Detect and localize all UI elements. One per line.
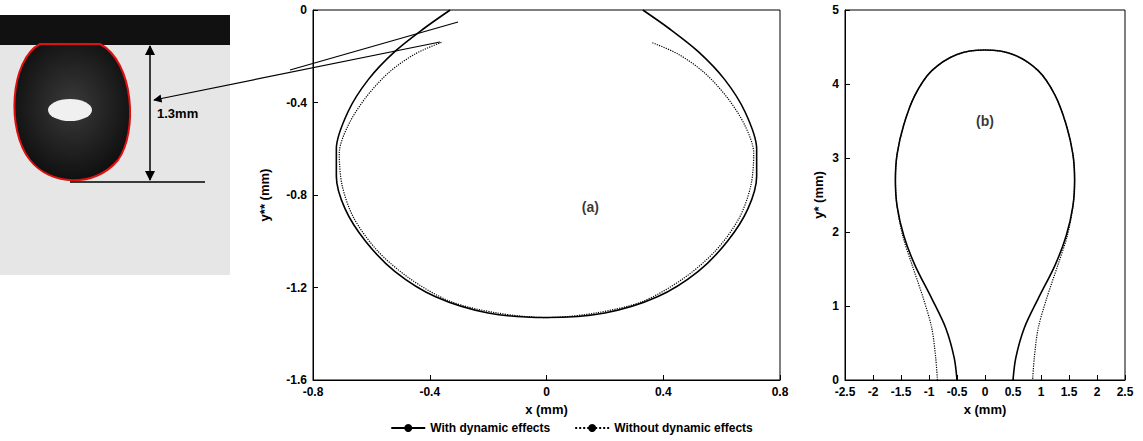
svg-text:-0.5: -0.5 bbox=[947, 385, 968, 399]
svg-text:0: 0 bbox=[543, 385, 550, 399]
svg-text:-1.5: -1.5 bbox=[891, 385, 912, 399]
svg-text:0: 0 bbox=[982, 385, 989, 399]
svg-text:0.5: 0.5 bbox=[1005, 385, 1022, 399]
svg-text:1.5: 1.5 bbox=[1061, 385, 1078, 399]
svg-text:-1.2: -1.2 bbox=[286, 281, 307, 295]
svg-text:0: 0 bbox=[832, 373, 839, 387]
svg-text:(b): (b) bbox=[976, 113, 994, 129]
svg-text:0.4: 0.4 bbox=[655, 385, 672, 399]
svg-text:-0.4: -0.4 bbox=[419, 385, 440, 399]
svg-text:0.8: 0.8 bbox=[772, 385, 789, 399]
svg-text:1.3mm: 1.3mm bbox=[157, 106, 198, 121]
svg-text:-0.8: -0.8 bbox=[286, 188, 307, 202]
svg-text:Without dynamic effects: Without dynamic effects bbox=[614, 421, 753, 435]
svg-text:y* (mm): y* (mm) bbox=[811, 171, 826, 219]
svg-text:5: 5 bbox=[832, 3, 839, 17]
svg-text:x (mm): x (mm) bbox=[525, 402, 568, 417]
svg-text:-2.5: -2.5 bbox=[835, 385, 856, 399]
svg-text:-1.6: -1.6 bbox=[286, 373, 307, 387]
svg-text:1: 1 bbox=[832, 299, 839, 313]
svg-text:-1: -1 bbox=[924, 385, 935, 399]
svg-text:3: 3 bbox=[832, 151, 839, 165]
svg-text:1: 1 bbox=[1038, 385, 1045, 399]
svg-text:(a): (a) bbox=[582, 199, 599, 215]
svg-text:y** (mm): y** (mm) bbox=[257, 169, 272, 222]
svg-text:0: 0 bbox=[300, 3, 307, 17]
svg-text:-0.8: -0.8 bbox=[303, 385, 324, 399]
svg-text:2: 2 bbox=[832, 225, 839, 239]
svg-text:With dynamic effects: With dynamic effects bbox=[430, 421, 550, 435]
svg-text:2.5: 2.5 bbox=[1117, 385, 1134, 399]
svg-text:2: 2 bbox=[1094, 385, 1101, 399]
svg-text:-0.4: -0.4 bbox=[286, 96, 307, 110]
svg-text:4: 4 bbox=[832, 77, 839, 91]
svg-text:-2: -2 bbox=[868, 385, 879, 399]
svg-text:x (mm): x (mm) bbox=[964, 402, 1007, 417]
